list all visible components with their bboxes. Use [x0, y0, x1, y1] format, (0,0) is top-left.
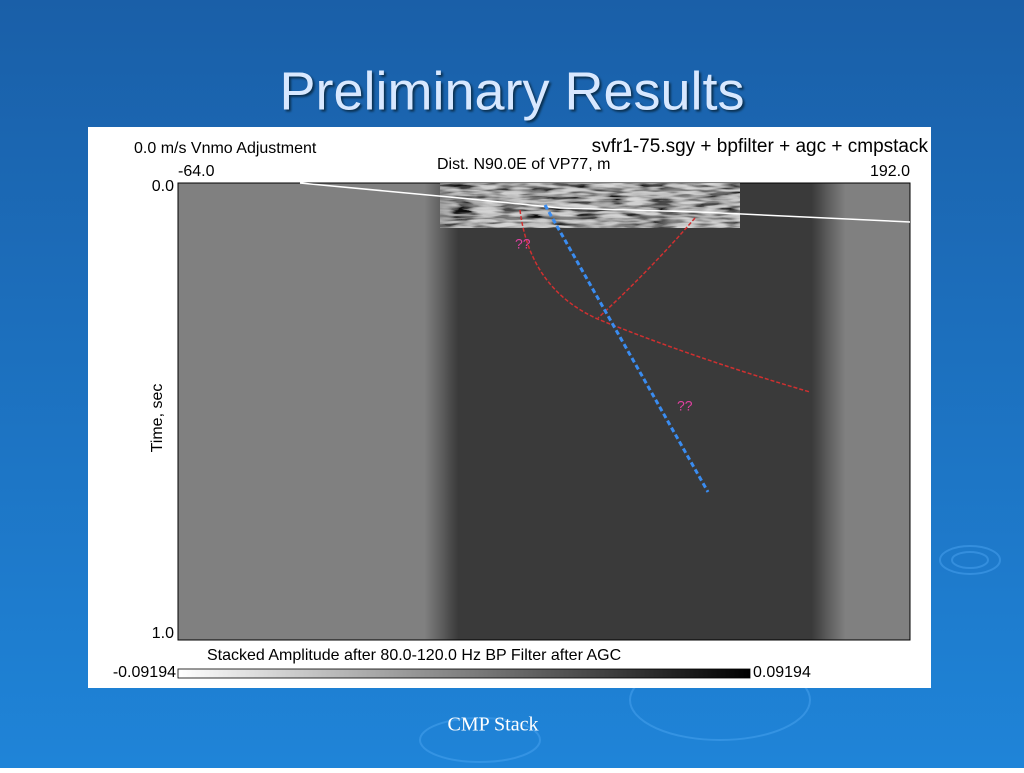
- slide-title: Preliminary Results: [279, 61, 744, 121]
- vnmo-label: 0.0 m/s Vnmo Adjustment: [134, 140, 317, 157]
- annotation: ??: [677, 398, 693, 414]
- seismic-section: [425, 183, 845, 640]
- slide-caption: CMP Stack: [448, 714, 539, 736]
- y-axis-max: 1.0: [152, 625, 174, 642]
- y-axis-min: 0.0: [152, 178, 174, 195]
- annotation: ??: [515, 236, 531, 252]
- colorbar-title: Stacked Amplitude after 80.0-120.0 Hz BP…: [207, 647, 621, 664]
- red-curve: [597, 217, 696, 319]
- x-axis-max: 192.0: [870, 163, 910, 180]
- blue-dashed-line: [543, 204, 710, 493]
- surface-line: [299, 182, 911, 223]
- colorbar: [177, 668, 751, 679]
- x-axis-min: -64.0: [178, 163, 215, 180]
- colorbar-min: -0.09194: [113, 664, 176, 681]
- y-axis-label: Time, sec: [149, 384, 166, 453]
- figure-title: svfr1-75.sgy + bpfilter + agc + cmpstack: [592, 136, 929, 157]
- x-axis-label: Dist. N90.0E of VP77, m: [437, 156, 610, 173]
- red-curve: [519, 209, 811, 393]
- colorbar-max: 0.09194: [753, 664, 811, 681]
